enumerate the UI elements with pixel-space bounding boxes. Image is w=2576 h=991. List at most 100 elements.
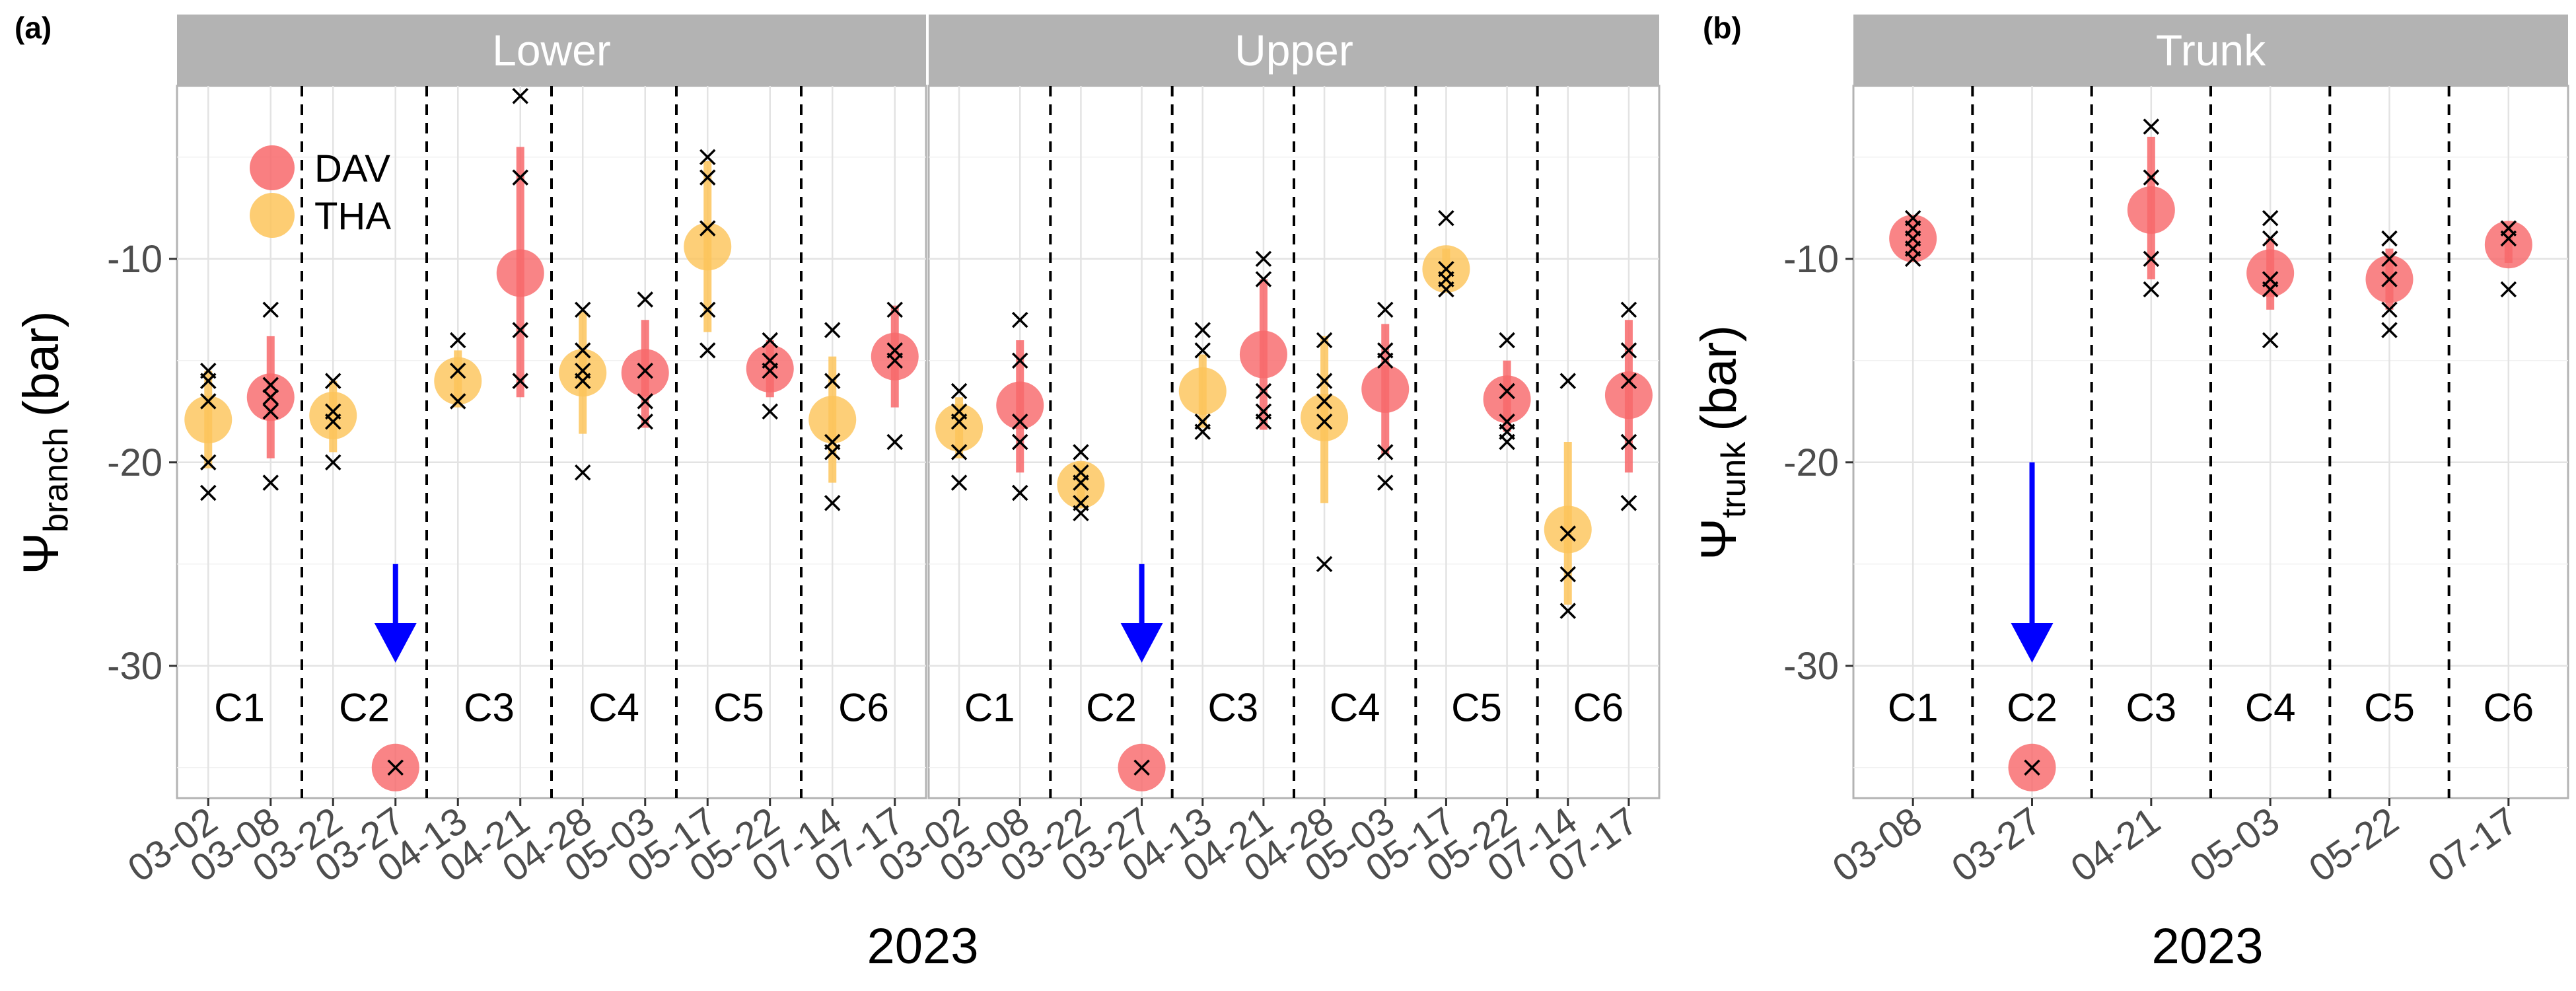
observation-marker: [2143, 281, 2160, 298]
observation-marker: [1620, 342, 1637, 359]
observation-marker: [325, 373, 341, 389]
observation-marker: [1012, 352, 1028, 369]
observation-marker: [1316, 332, 1333, 349]
cross-stroke: [637, 291, 653, 308]
observation-marker: [1620, 433, 1637, 451]
observation-marker: [200, 484, 217, 501]
cross-stroke: [1559, 566, 1576, 583]
observation-marker: [262, 403, 279, 420]
observation-marker: [1012, 433, 1028, 451]
mean-marker: [1178, 367, 1227, 415]
observation-marker: [950, 444, 968, 460]
observation-marker: [1377, 474, 1394, 491]
cross-stroke: [699, 220, 716, 237]
observation-marker: [1073, 474, 1089, 491]
x-tick-label: 05-22: [2301, 799, 2406, 890]
point-tha-05-17: [684, 149, 732, 359]
cross-stroke: [637, 393, 653, 410]
cross-stroke: [1377, 352, 1394, 369]
observation-marker: [2381, 271, 2398, 287]
cluster-label: C2: [1086, 685, 1137, 729]
cross-stroke: [1559, 525, 1576, 542]
observation-marker: [262, 377, 279, 393]
strip-lower: Lower: [177, 15, 926, 86]
cross-stroke: [1438, 281, 1454, 298]
point-tha-04-28: [559, 301, 607, 481]
cross-stroke: [950, 383, 968, 400]
mean-marker: [434, 357, 482, 405]
cross-stroke: [1255, 250, 1272, 268]
observation-marker: [1499, 433, 1515, 451]
observation-marker: [450, 332, 466, 349]
mean-marker: [1301, 394, 1349, 442]
cross-stroke: [2024, 759, 2040, 776]
mean-marker: [559, 349, 607, 397]
cluster-label: C3: [464, 685, 515, 729]
cross-stroke: [262, 377, 279, 393]
cross-stroke: [2500, 230, 2517, 247]
observation-marker: [1194, 322, 1211, 338]
point-dav-05-03: [621, 291, 669, 430]
observation-marker: [1559, 373, 1576, 389]
cross-stroke: [2262, 209, 2279, 227]
observation-marker: [200, 393, 217, 410]
cross-stroke: [1499, 332, 1515, 349]
observation-marker: [512, 169, 528, 186]
observation-marker: [1255, 250, 1272, 268]
cross-stroke: [1012, 311, 1028, 328]
observation-marker: [824, 495, 841, 511]
observation-marker: [1620, 301, 1637, 318]
observation-marker: [1073, 444, 1089, 460]
mean-marker: [621, 349, 669, 397]
observation-marker: [699, 169, 716, 186]
cross-stroke: [512, 169, 528, 186]
cross-stroke: [1012, 433, 1028, 451]
cross-stroke: [699, 169, 716, 186]
observation-marker: [2262, 332, 2279, 349]
y-axis-symbol-right: Ψ: [1691, 518, 1747, 560]
mean-marker: [996, 381, 1044, 429]
cross-stroke: [2381, 322, 2398, 338]
observation-marker: [200, 373, 217, 389]
arrow-head: [1120, 623, 1163, 663]
cross-stroke: [1073, 505, 1089, 522]
observation-marker: [699, 301, 716, 318]
point-dav-05-22: [2365, 230, 2414, 338]
point-tha-07-14: [1544, 373, 1592, 619]
cross-stroke: [699, 342, 716, 359]
point-tha-05-17: [1422, 209, 1470, 298]
point-dav-03-08: [246, 301, 295, 491]
observation-marker: [2381, 322, 2398, 338]
observation-marker: [1499, 383, 1515, 400]
point-tha-07-14: [808, 322, 857, 511]
cross-stroke: [1620, 373, 1637, 389]
cross-stroke: [762, 362, 778, 379]
y-axis-title-right: Ψtrunk (bar): [1691, 325, 1753, 560]
cross-stroke: [450, 332, 466, 349]
cluster-label: C5: [713, 685, 764, 729]
observation-marker: [575, 373, 591, 389]
cross-stroke: [950, 444, 968, 460]
x-axis-title-right: 2023: [2151, 918, 2263, 974]
observation-marker: [950, 474, 968, 491]
cross-stroke: [1316, 556, 1333, 573]
cross-stroke: [512, 373, 528, 389]
observation-marker: [325, 454, 341, 471]
cross-stroke: [2381, 250, 2398, 268]
cross-stroke: [512, 88, 528, 104]
cluster-label: C1: [214, 685, 265, 729]
observation-marker: [1316, 373, 1333, 389]
cross-stroke: [387, 759, 404, 776]
cross-stroke: [824, 373, 841, 389]
observation-marker: [1377, 301, 1394, 318]
cross-stroke: [2143, 169, 2160, 186]
observation-marker: [1255, 413, 1272, 430]
point-dav-04-21: [2127, 118, 2175, 298]
cross-stroke: [1499, 383, 1515, 400]
cross-stroke: [200, 484, 217, 501]
observation-marker: [387, 759, 404, 776]
observation-marker: [762, 403, 778, 420]
